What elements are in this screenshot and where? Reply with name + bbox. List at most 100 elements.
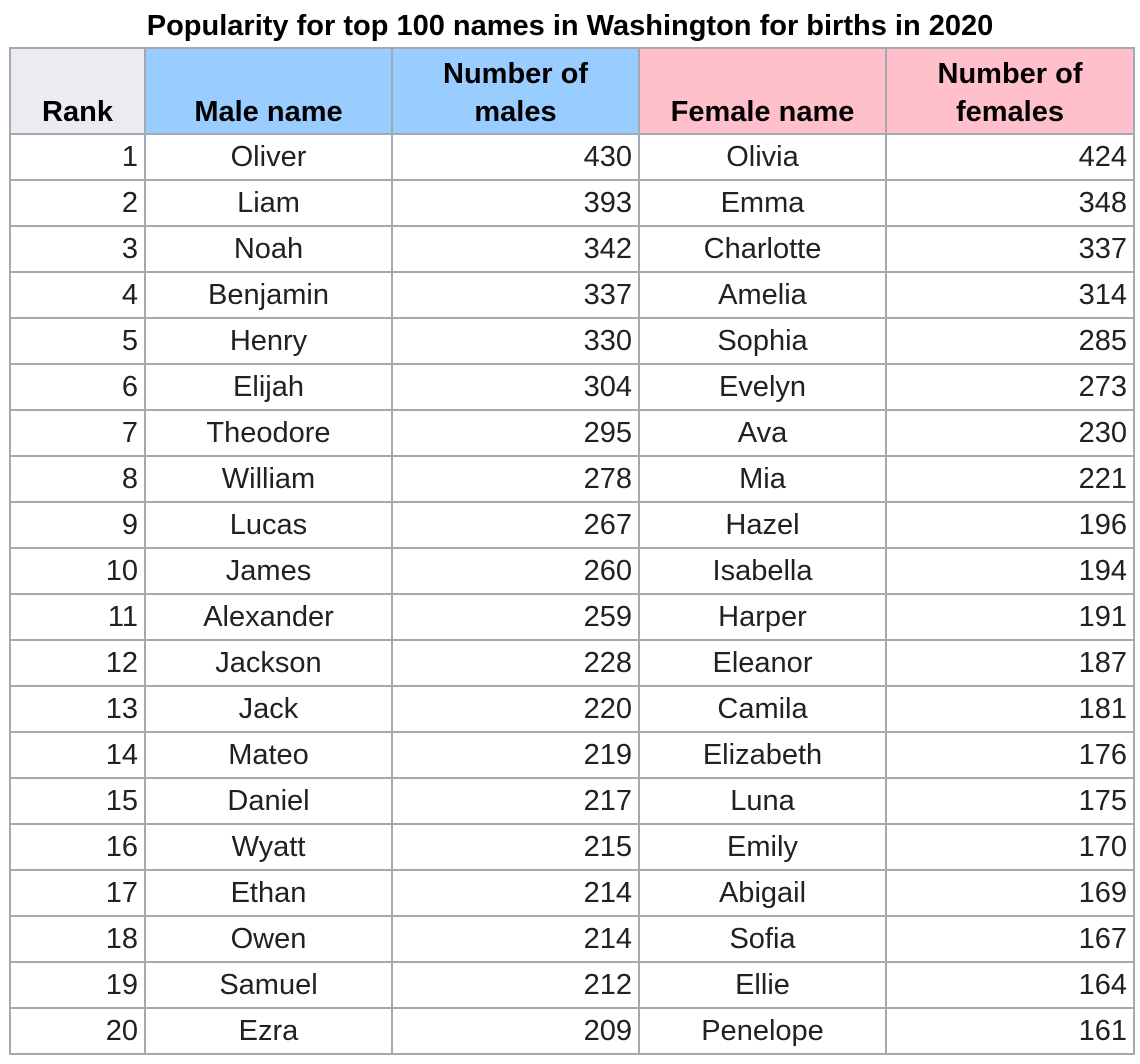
female-count-cell: 196 xyxy=(885,501,1135,549)
female-count-cell: 169 xyxy=(885,869,1135,917)
table-row: 4 Benjamin 337 Amelia 314 xyxy=(9,271,1135,319)
female-name-cell: Eleanor xyxy=(638,639,887,687)
male-count-cell: 209 xyxy=(391,1007,640,1055)
male-count-cell: 260 xyxy=(391,547,640,595)
male-count-cell: 278 xyxy=(391,455,640,503)
male-count-column-header[interactable]: Number of males xyxy=(391,47,640,135)
male-count-cell: 214 xyxy=(391,869,640,917)
female-count-cell: 187 xyxy=(885,639,1135,687)
female-count-cell: 285 xyxy=(885,317,1135,365)
rank-cell: 9 xyxy=(9,501,146,549)
male-name-cell: Mateo xyxy=(144,731,393,779)
table-body: 1 Oliver 430 Olivia 424 2 Liam 393 Emma 348 3 Noah 3… xyxy=(9,133,1135,1055)
male-count-cell: 342 xyxy=(391,225,640,273)
table-row: 2 Liam 393 Emma 348 xyxy=(9,179,1135,227)
rank-cell: 14 xyxy=(9,731,146,779)
rank-column-header[interactable]: Rank xyxy=(9,47,146,135)
male-count-cell: 330 xyxy=(391,317,640,365)
male-name-cell: Elijah xyxy=(144,363,393,411)
male-name-column-header[interactable]: Male name xyxy=(144,47,393,135)
rank-cell: 15 xyxy=(9,777,146,825)
female-count-cell: 170 xyxy=(885,823,1135,871)
rank-cell: 18 xyxy=(9,915,146,963)
male-count-cell: 215 xyxy=(391,823,640,871)
female-name-cell: Charlotte xyxy=(638,225,887,273)
male-count-cell: 220 xyxy=(391,685,640,733)
female-count-cell: 230 xyxy=(885,409,1135,457)
female-name-cell: Penelope xyxy=(638,1007,887,1055)
female-name-cell: Sophia xyxy=(638,317,887,365)
rank-cell: 17 xyxy=(9,869,146,917)
female-name-cell: Olivia xyxy=(638,133,887,181)
female-name-cell: Camila xyxy=(638,685,887,733)
table-row: 17 Ethan 214 Abigail 169 xyxy=(9,869,1135,917)
table-row: 12 Jackson 228 Eleanor 187 xyxy=(9,639,1135,687)
male-count-cell: 259 xyxy=(391,593,640,641)
female-count-cell: 175 xyxy=(885,777,1135,825)
rank-cell: 7 xyxy=(9,409,146,457)
female-count-cell: 337 xyxy=(885,225,1135,273)
female-name-cell: Luna xyxy=(638,777,887,825)
rank-cell: 20 xyxy=(9,1007,146,1055)
male-name-cell: Daniel xyxy=(144,777,393,825)
male-count-cell: 337 xyxy=(391,271,640,319)
rank-cell: 19 xyxy=(9,961,146,1009)
male-count-cell: 212 xyxy=(391,961,640,1009)
female-name-cell: Emily xyxy=(638,823,887,871)
table-row: 19 Samuel 212 Ellie 164 xyxy=(9,961,1135,1009)
female-name-cell: Harper xyxy=(638,593,887,641)
male-count-cell: 219 xyxy=(391,731,640,779)
female-count-cell: 181 xyxy=(885,685,1135,733)
female-count-cell: 273 xyxy=(885,363,1135,411)
male-name-cell: Wyatt xyxy=(144,823,393,871)
rank-cell: 5 xyxy=(9,317,146,365)
female-name-cell: Elizabeth xyxy=(638,731,887,779)
male-count-cell: 295 xyxy=(391,409,640,457)
female-name-cell: Mia xyxy=(638,455,887,503)
female-count-cell: 314 xyxy=(885,271,1135,319)
rank-cell: 3 xyxy=(9,225,146,273)
rank-cell: 1 xyxy=(9,133,146,181)
male-name-cell: Henry xyxy=(144,317,393,365)
male-name-cell: Alexander xyxy=(144,593,393,641)
rank-cell: 10 xyxy=(9,547,146,595)
female-count-cell: 221 xyxy=(885,455,1135,503)
table-row: 16 Wyatt 215 Emily 170 xyxy=(9,823,1135,871)
female-name-cell: Hazel xyxy=(638,501,887,549)
rank-cell: 8 xyxy=(9,455,146,503)
female-count-cell: 424 xyxy=(885,133,1135,181)
male-count-cell: 430 xyxy=(391,133,640,181)
table-row: 11 Alexander 259 Harper 191 xyxy=(9,593,1135,641)
female-name-cell: Ava xyxy=(638,409,887,457)
female-name-cell: Abigail xyxy=(638,869,887,917)
table-row: 10 James 260 Isabella 194 xyxy=(9,547,1135,595)
rank-cell: 6 xyxy=(9,363,146,411)
male-count-cell: 217 xyxy=(391,777,640,825)
male-name-cell: William xyxy=(144,455,393,503)
table-row: 1 Oliver 430 Olivia 424 xyxy=(9,133,1135,181)
male-name-cell: Ezra xyxy=(144,1007,393,1055)
female-count-cell: 164 xyxy=(885,961,1135,1009)
rank-cell: 12 xyxy=(9,639,146,687)
male-name-cell: Jack xyxy=(144,685,393,733)
female-name-column-header[interactable]: Female name xyxy=(638,47,887,135)
female-count-cell: 194 xyxy=(885,547,1135,595)
table-row: 5 Henry 330 Sophia 285 xyxy=(9,317,1135,365)
male-count-cell: 228 xyxy=(391,639,640,687)
table-row: 18 Owen 214 Sofia 167 xyxy=(9,915,1135,963)
table-row: 13 Jack 220 Camila 181 xyxy=(9,685,1135,733)
names-table: Rank Male name Number of males Female na… xyxy=(9,47,1135,1055)
table-row: 15 Daniel 217 Luna 175 xyxy=(9,777,1135,825)
male-name-cell: Theodore xyxy=(144,409,393,457)
rank-cell: 2 xyxy=(9,179,146,227)
rank-cell: 4 xyxy=(9,271,146,319)
table-row: 7 Theodore 295 Ava 230 xyxy=(9,409,1135,457)
male-name-cell: Liam xyxy=(144,179,393,227)
rank-cell: 11 xyxy=(9,593,146,641)
male-name-cell: Ethan xyxy=(144,869,393,917)
table-row: 20 Ezra 209 Penelope 161 xyxy=(9,1007,1135,1055)
table-row: 14 Mateo 219 Elizabeth 176 xyxy=(9,731,1135,779)
table-row: 8 William 278 Mia 221 xyxy=(9,455,1135,503)
rank-cell: 13 xyxy=(9,685,146,733)
female-count-column-header[interactable]: Number of females xyxy=(885,47,1135,135)
